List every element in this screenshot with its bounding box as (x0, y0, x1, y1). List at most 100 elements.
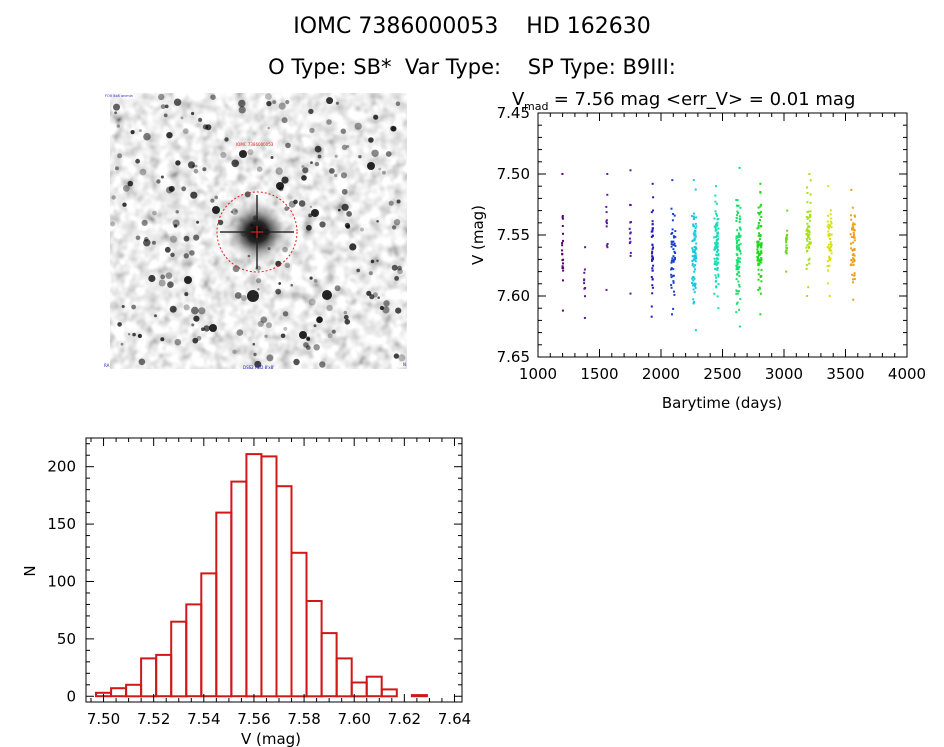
lc-point (806, 201, 809, 204)
lc-point (652, 196, 655, 199)
field-star (326, 97, 334, 105)
lc-point (852, 231, 855, 234)
lc-point (561, 252, 564, 255)
lc-point (739, 227, 741, 230)
lc-point (650, 276, 653, 278)
field-star (343, 314, 349, 320)
lc-point (713, 260, 716, 263)
lc-point (629, 251, 632, 254)
hist-bar (155, 653, 173, 698)
lc-point (695, 225, 698, 228)
lc-point (651, 228, 654, 231)
lc-point (693, 234, 696, 237)
lc-point (673, 290, 675, 293)
field-star (391, 264, 398, 271)
hist-xtick-label: 7.56 (237, 710, 270, 728)
lc-point (738, 275, 741, 277)
field-star (198, 307, 206, 315)
field-star (377, 296, 381, 299)
field-star (175, 210, 179, 214)
lc-point (714, 210, 717, 213)
lc-point (759, 259, 762, 261)
field-star (151, 240, 156, 245)
lc-point (714, 248, 716, 251)
lc-point (760, 261, 763, 264)
lc-point (694, 252, 697, 255)
lc-point (717, 254, 720, 257)
lc-point (670, 243, 673, 246)
lc-point (671, 228, 674, 231)
lc-point (828, 237, 831, 240)
lc-point (757, 273, 760, 276)
lc-point (713, 217, 716, 220)
lc-point (652, 209, 654, 212)
field-star-bright (184, 276, 192, 284)
lc-point (736, 253, 739, 256)
lc-point (651, 244, 654, 247)
field-star (280, 333, 286, 339)
field-star (156, 179, 161, 184)
lc-point (736, 263, 739, 266)
lc-point (785, 244, 788, 247)
lc-point (673, 293, 676, 296)
lc-point (830, 249, 833, 252)
field-star (117, 322, 122, 327)
field-star (247, 149, 254, 156)
lc-point (717, 249, 720, 252)
field-star (319, 221, 326, 228)
lc-point (629, 169, 632, 172)
hist-bar (245, 453, 263, 698)
lc-xtick-label: 2000 (642, 365, 680, 383)
field-star (113, 103, 120, 111)
lc-point (851, 228, 853, 231)
field-star (282, 246, 288, 253)
field-star (116, 124, 120, 128)
lc-point (739, 228, 742, 231)
lc-point (693, 239, 696, 242)
lc-point (785, 249, 788, 252)
lc-xtick-label: 3000 (765, 365, 803, 383)
hist-ytick-label: 200 (47, 458, 76, 476)
hist-bar (200, 572, 218, 698)
lc-point (673, 250, 676, 253)
lc-point (713, 225, 716, 228)
field-star (152, 210, 157, 216)
lc-point (828, 264, 831, 267)
lc-point (758, 254, 761, 257)
field-star (376, 259, 379, 262)
lc-point (694, 188, 697, 191)
lc-point (737, 234, 740, 237)
lc-point (757, 240, 760, 243)
lc-point (692, 212, 695, 215)
lc-point (605, 205, 608, 208)
lc-point (736, 265, 739, 268)
hist-bar (230, 480, 248, 698)
lc-point (692, 215, 695, 218)
lc-point (809, 241, 812, 244)
lc-point (827, 269, 829, 272)
lc-point (807, 216, 810, 219)
field-star (345, 224, 351, 229)
field-star (256, 278, 262, 284)
lc-point (715, 260, 718, 263)
lc-point (759, 292, 762, 295)
lc-point (756, 243, 759, 246)
lc-title-v: V (512, 89, 525, 110)
lc-point (691, 282, 694, 284)
lc-point (605, 288, 608, 291)
hist-ylabel: N (21, 565, 39, 576)
lc-point (717, 227, 720, 230)
field-star (169, 235, 178, 243)
lc-point (827, 223, 830, 226)
field-star (117, 153, 123, 159)
lc-point (670, 268, 673, 271)
lc-point (809, 210, 812, 213)
lc-point (806, 217, 809, 220)
field-star (175, 160, 181, 166)
lc-point (829, 243, 832, 246)
lc-point (828, 249, 831, 252)
lc-point (826, 214, 829, 217)
lc-point (757, 268, 760, 271)
field-star (180, 116, 184, 120)
lc-point (629, 221, 632, 224)
